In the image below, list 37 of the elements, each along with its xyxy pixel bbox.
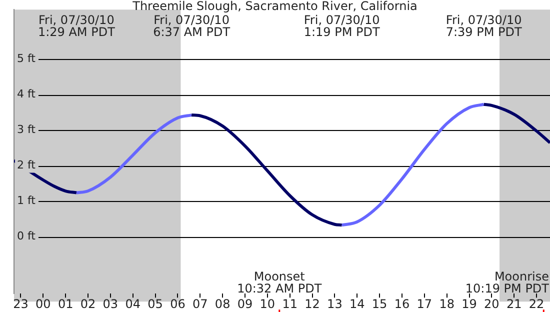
x-tick-label: 02 bbox=[80, 296, 96, 311]
ref-line-label: Moonset 10:32 AM PDT bbox=[237, 270, 322, 296]
annotation: Fri, 07/30/10 7:39 PM PDT bbox=[446, 13, 522, 40]
y-tick-label: 4 ft bbox=[17, 88, 36, 101]
x-tick-label: 15 bbox=[372, 296, 388, 311]
x-tick-label: 09 bbox=[237, 296, 253, 311]
annotation: Fri, 07/30/10 1:19 PM PDT bbox=[304, 13, 380, 40]
x-tick-label: 13 bbox=[327, 296, 342, 311]
x-tick-label: 16 bbox=[394, 296, 410, 311]
annotation: Fri, 07/30/10 1:29 AM PDT bbox=[38, 13, 116, 40]
x-tick-label: 22 bbox=[528, 296, 544, 311]
y-tick-label: 0 ft bbox=[17, 230, 36, 243]
x-tick-label: 08 bbox=[214, 296, 230, 311]
x-tick-label: 20 bbox=[484, 296, 500, 311]
x-tick-label: 00 bbox=[36, 296, 51, 311]
y-tick-label: 1 ft bbox=[17, 194, 36, 208]
x-tick-label: 12 bbox=[304, 296, 320, 311]
x-tick-label: 06 bbox=[170, 296, 186, 311]
chart-title: Threemile Slough, Sacramento River, California bbox=[132, 0, 418, 14]
annotation: Fri, 07/30/10 6:37 AM PDT bbox=[153, 13, 231, 40]
x-tick-label: 17 bbox=[416, 296, 432, 311]
x-tick-label: 03 bbox=[102, 296, 118, 311]
x-tick-label: 23 bbox=[13, 296, 28, 311]
ref-line-label: Moonrise 10:19 PM PDT bbox=[465, 270, 550, 296]
x-tick-label: 19 bbox=[462, 296, 477, 311]
x-tick-label: 11 bbox=[282, 296, 298, 311]
x-tick-label: 04 bbox=[125, 296, 141, 311]
x-tick-label: 05 bbox=[148, 296, 163, 311]
y-tick-label: 2 ft bbox=[17, 158, 36, 172]
y-tick-label: 5 ft bbox=[17, 52, 36, 66]
x-tick-label: 14 bbox=[349, 296, 365, 311]
x-tick-label: 01 bbox=[58, 296, 74, 311]
y-tick-label: 3 ft bbox=[17, 123, 36, 136]
x-tick-label: 21 bbox=[506, 296, 522, 311]
x-tick-label: 10 bbox=[260, 296, 276, 311]
x-tick-label: 18 bbox=[439, 296, 454, 311]
x-tick-label: 07 bbox=[192, 296, 208, 311]
